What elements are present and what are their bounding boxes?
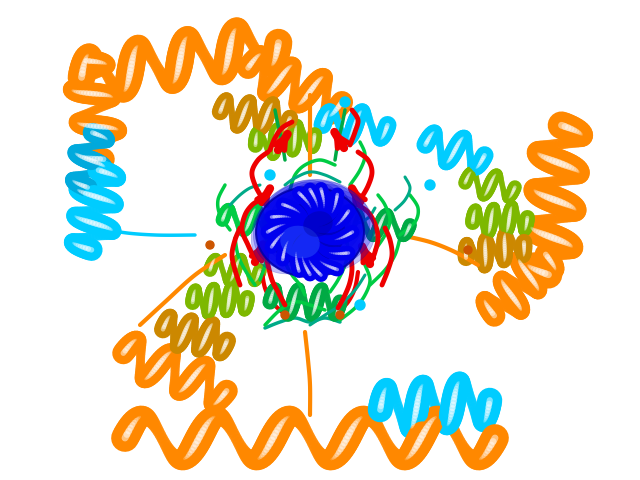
Circle shape xyxy=(425,180,435,190)
Ellipse shape xyxy=(262,180,358,264)
Circle shape xyxy=(206,241,214,249)
Circle shape xyxy=(265,170,275,180)
Ellipse shape xyxy=(303,211,333,237)
Circle shape xyxy=(355,300,365,310)
Ellipse shape xyxy=(252,182,341,274)
Ellipse shape xyxy=(253,180,346,269)
Circle shape xyxy=(281,311,289,319)
Ellipse shape xyxy=(257,180,351,266)
Ellipse shape xyxy=(256,187,364,277)
Ellipse shape xyxy=(274,188,374,268)
Ellipse shape xyxy=(275,192,375,272)
Ellipse shape xyxy=(267,181,365,264)
Ellipse shape xyxy=(271,184,370,265)
Circle shape xyxy=(340,97,350,107)
Circle shape xyxy=(336,311,344,319)
Ellipse shape xyxy=(271,203,346,265)
Circle shape xyxy=(464,246,472,254)
Ellipse shape xyxy=(280,226,320,258)
